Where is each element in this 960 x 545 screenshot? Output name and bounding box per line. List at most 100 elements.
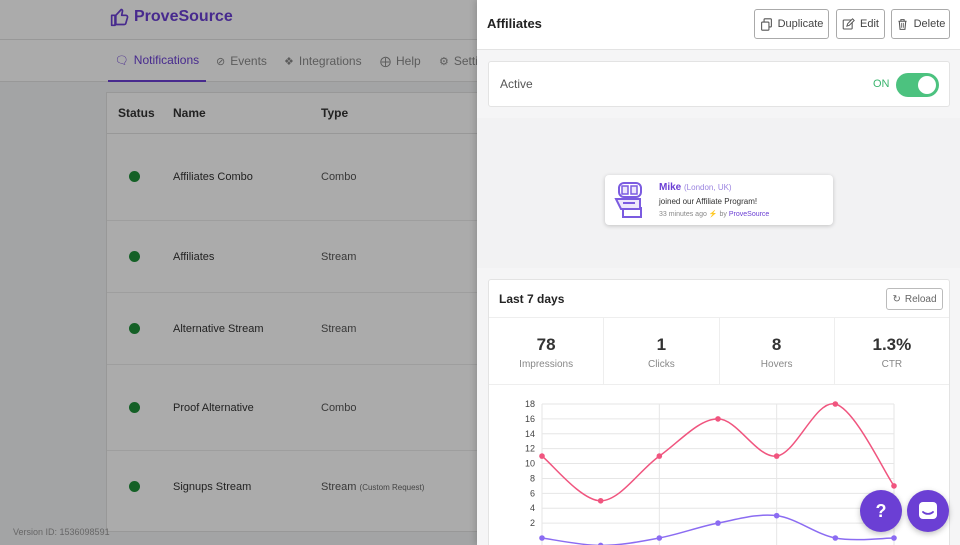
row-name: Affiliates <box>173 251 215 263</box>
data-point <box>773 512 780 519</box>
stats-line-chart: 2 4 6 8 10 12 14 16 18 <box>525 399 897 545</box>
stat-hovers: 8 Hovers <box>720 318 835 384</box>
active-label: Active <box>500 77 533 91</box>
data-point <box>773 453 780 459</box>
status-active-dot <box>129 323 140 334</box>
stat-value: 78 <box>536 335 556 354</box>
stat-value: 1.3% <box>872 335 912 354</box>
tab-label: Notifications <box>133 53 200 67</box>
tab-integrations[interactable]: ❖ Integrations <box>284 40 362 82</box>
column-header-type[interactable]: Type <box>321 106 349 120</box>
tab-settings[interactable]: ⚙ Setti <box>439 40 478 82</box>
stat-label: Impressions <box>519 359 574 370</box>
rss-icon: ⊘ <box>216 55 226 68</box>
copy-icon <box>760 17 772 31</box>
preview-footer: 33 minutes ago ⚡ by ProveSource <box>659 210 769 218</box>
series-line <box>541 514 895 545</box>
edit-icon <box>842 17 855 29</box>
data-point <box>891 483 897 489</box>
reload-button[interactable]: ↻ Reload <box>886 288 943 310</box>
edit-button[interactable]: Edit <box>836 9 885 39</box>
tab-label: Setti <box>453 54 478 68</box>
data-point <box>539 535 545 541</box>
thumbs-up-icon <box>110 8 129 27</box>
row-name: Alternative Stream <box>173 323 264 335</box>
y-tick-label: 18 <box>525 399 535 409</box>
chat-launcher-button[interactable] <box>907 490 949 532</box>
table-row[interactable]: Signups Stream Stream (Custom Request) <box>107 451 505 523</box>
table-row[interactable]: Affiliates Combo Combo <box>107 134 505 221</box>
data-point <box>715 520 721 526</box>
preview-brand[interactable]: ProveSource <box>728 211 770 218</box>
stat-label: Clicks <box>648 359 675 370</box>
row-type-label: Combo <box>321 171 357 183</box>
data-point <box>715 416 721 422</box>
panel-header: Affiliates Duplicate Edit Delete <box>477 0 960 50</box>
chat-icon: 🗨 <box>114 54 129 67</box>
data-point <box>539 453 545 459</box>
notification-preview[interactable]: Mike (London, UK) joined our Affiliate P… <box>605 175 833 225</box>
row-type-label: Stream <box>321 323 357 335</box>
tab-help[interactable]: ⨁ Help <box>380 40 421 82</box>
data-point <box>832 535 839 541</box>
notification-detail-panel: Affiliates Duplicate Edit Delete Active … <box>477 0 960 545</box>
status-active-dot <box>129 402 140 413</box>
modal-backdrop[interactable] <box>0 0 477 545</box>
row-name: Signups Stream <box>173 481 252 493</box>
column-header-name[interactable]: Name <box>173 106 206 120</box>
tab-notifications[interactable]: 🗨 Notifications <box>108 40 206 82</box>
data-point <box>656 535 663 541</box>
data-point <box>656 453 663 459</box>
status-active-dot <box>129 251 140 262</box>
y-tick-label: 2 <box>530 518 535 528</box>
notifications-table: Status Name Type Affiliates Combo Combo … <box>106 92 506 532</box>
tab-label: Integrations <box>298 54 362 68</box>
logo[interactable]: ProveSource <box>110 7 233 27</box>
reload-label: Reload <box>904 293 937 305</box>
row-type: Stream <box>321 251 356 263</box>
stat-clicks: 1 Clicks <box>604 318 720 384</box>
table-row[interactable]: Affiliates Stream <box>107 221 505 293</box>
gear-icon: ⚙ <box>439 55 449 68</box>
chat-bubble-icon <box>919 502 937 519</box>
table-row[interactable]: Alternative Stream Stream <box>107 293 505 365</box>
row-type: Combo <box>321 171 356 183</box>
header-divider <box>107 133 505 134</box>
trash-icon <box>898 18 907 30</box>
tab-events[interactable]: ⊘ Events <box>216 40 267 82</box>
status-active-dot <box>129 481 140 492</box>
row-type-note: (Custom Request) <box>359 483 425 492</box>
row-type-label: Stream <box>321 251 357 263</box>
delete-button[interactable]: Delete <box>891 9 950 39</box>
row-name: Proof Alternative <box>173 402 254 414</box>
table-row[interactable]: Proof Alternative Combo <box>107 365 505 451</box>
preview-name-text: Mike <box>659 182 682 193</box>
stats-summary: 78 Impressions 1 Clicks 8 Hovers 1.3% CT… <box>489 317 949 385</box>
tab-label: Help <box>396 54 421 68</box>
help-button[interactable]: ? <box>860 490 902 532</box>
preview-by: by <box>719 211 727 218</box>
lifebuoy-icon: ⨁ <box>380 55 391 68</box>
duplicate-label: Duplicate <box>777 18 824 30</box>
stat-label: CTR <box>881 359 903 370</box>
question-icon: ? <box>875 500 887 521</box>
stat-value: 1 <box>656 335 667 354</box>
y-tick-label: 6 <box>530 488 535 498</box>
version-id: Version ID: 1536098591 <box>13 527 110 537</box>
data-point <box>597 542 604 545</box>
column-header-status[interactable]: Status <box>118 106 155 120</box>
preview-message: joined our Affiliate Program! <box>659 197 758 206</box>
y-tick-label: 16 <box>525 414 535 424</box>
stat-ctr: 1.3% CTR <box>835 318 949 384</box>
row-type: Stream <box>321 323 356 335</box>
stat-impressions: 78 Impressions <box>489 318 605 384</box>
preview-name: Mike (London, UK) <box>659 182 732 193</box>
lightning-icon: ⚡ <box>708 211 718 218</box>
active-toggle[interactable] <box>896 73 939 97</box>
active-setting-card: Active ON <box>488 61 950 107</box>
data-point <box>891 535 897 541</box>
y-tick-label: 10 <box>525 459 535 469</box>
duplicate-button[interactable]: Duplicate <box>754 9 829 39</box>
refresh-icon: ↻ <box>892 293 901 305</box>
stat-value: 8 <box>771 335 782 354</box>
